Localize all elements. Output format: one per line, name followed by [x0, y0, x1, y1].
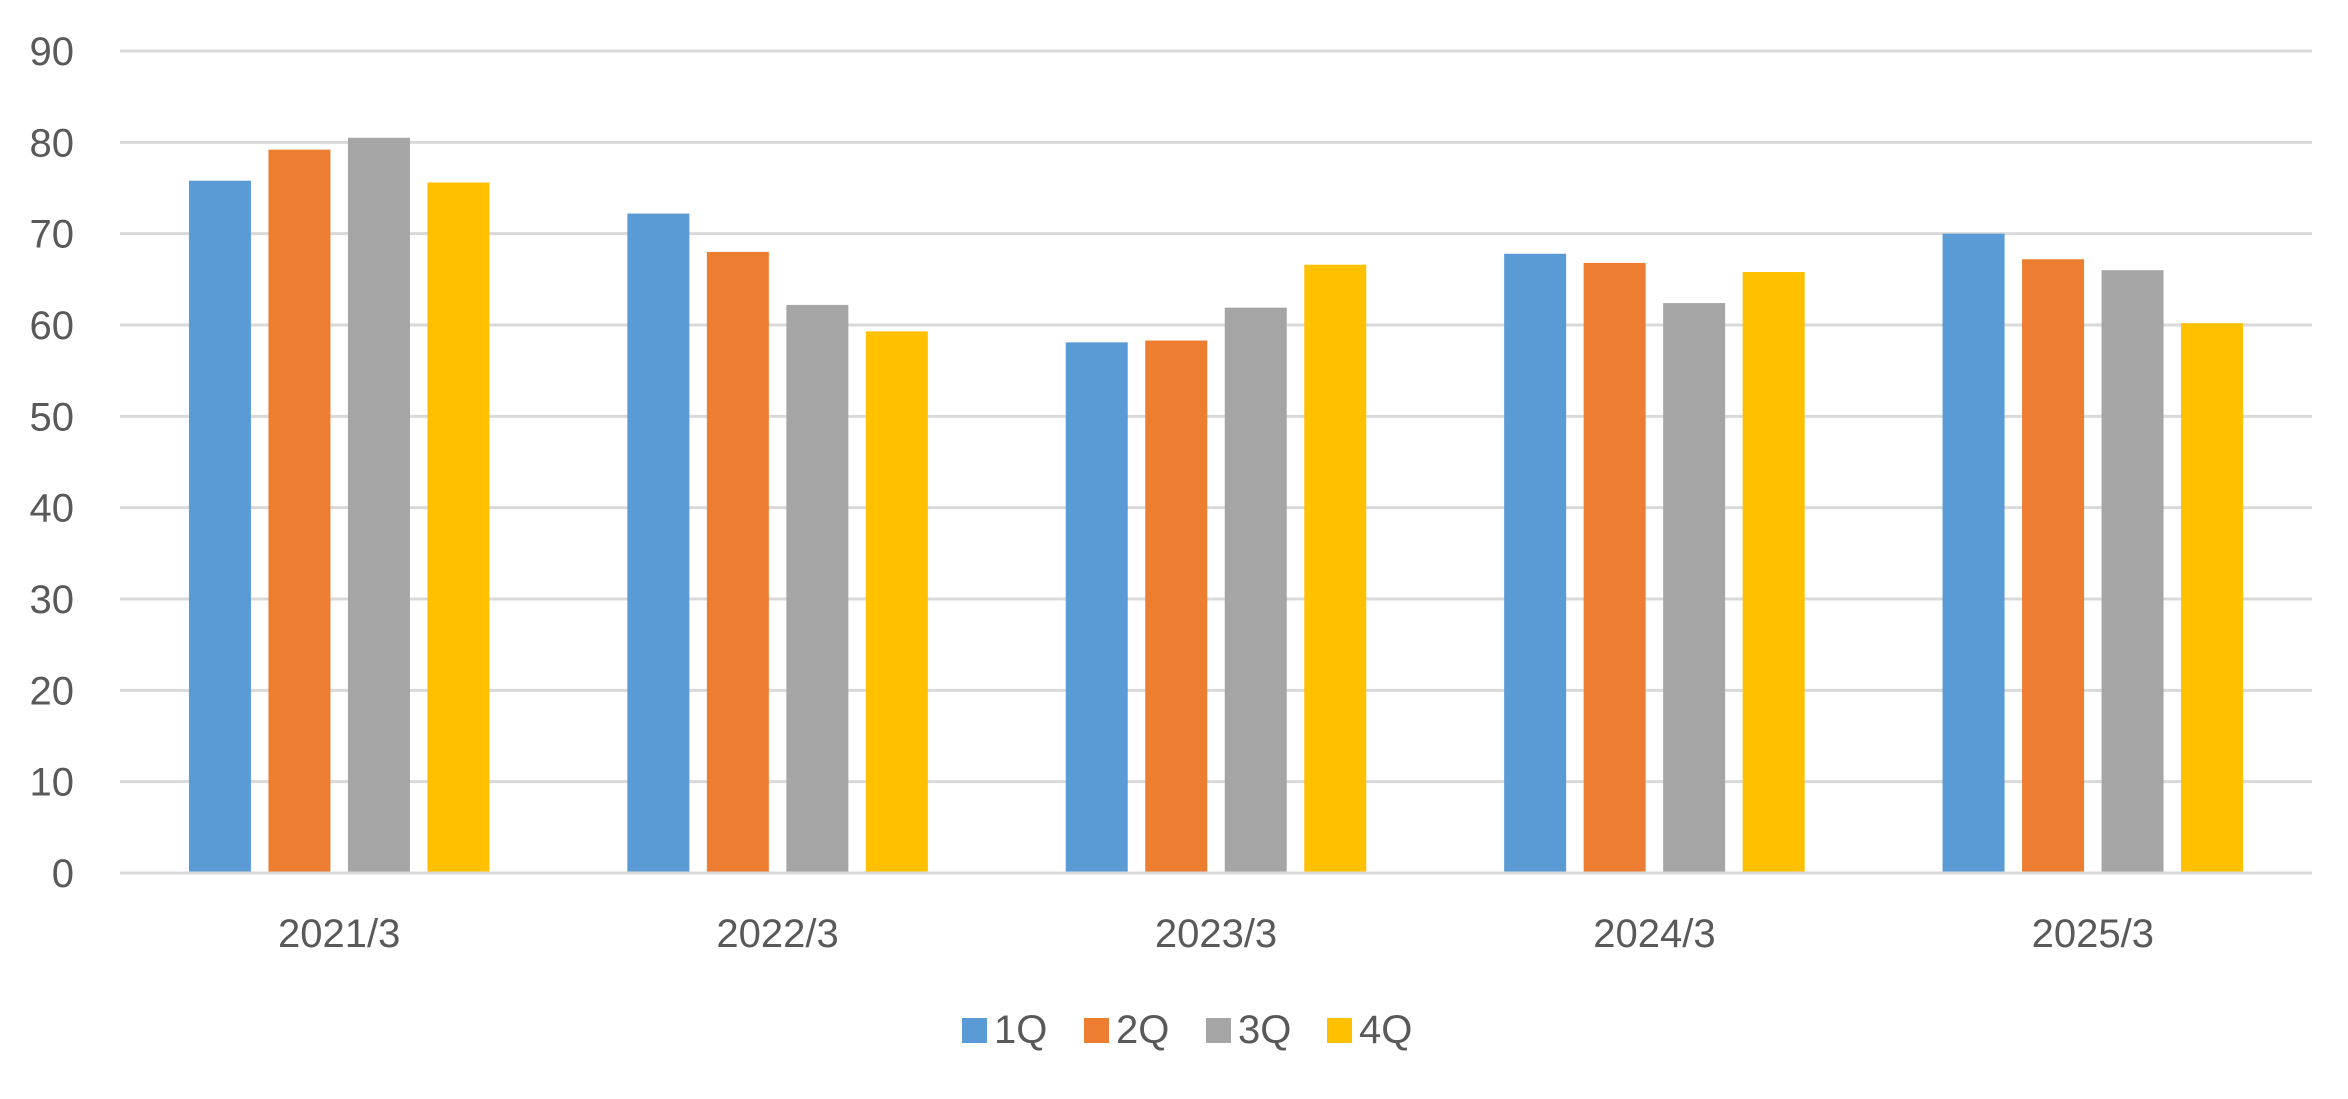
- legend-swatch-3Q: [1206, 1018, 1231, 1043]
- bar-4Q-2024/3: [1742, 272, 1805, 873]
- legend-swatch-2Q: [1084, 1018, 1109, 1043]
- y-tick-label: 20: [30, 669, 75, 713]
- bar-1Q-2022/3: [627, 213, 690, 873]
- x-axis: 2021/3 2022/3 2023/3 2024/3 2025/3: [120, 871, 2312, 956]
- bar-2Q-2022/3: [706, 251, 769, 873]
- x-tick-label: 2021/3: [278, 912, 400, 956]
- x-tick-label: 2024/3: [1593, 912, 1715, 956]
- bar-4Q-2025/3: [2181, 323, 2244, 873]
- y-tick-label: 60: [30, 304, 75, 348]
- y-tick-label: 40: [30, 487, 75, 531]
- bar-3Q-2021/3: [347, 137, 410, 873]
- legend-label-1Q: 1Q: [994, 1008, 1047, 1052]
- y-tick-label: 70: [30, 213, 75, 257]
- bar-3Q-2024/3: [1663, 303, 1726, 874]
- bar-1Q-2024/3: [1504, 253, 1567, 873]
- bar-1Q-2025/3: [1942, 233, 2005, 873]
- bar-4Q-2023/3: [1304, 264, 1367, 874]
- bar-2Q-2023/3: [1145, 340, 1208, 873]
- legend-label-4Q: 4Q: [1359, 1008, 1412, 1052]
- legend-swatch-1Q: [962, 1018, 987, 1043]
- bar-3Q-2025/3: [2101, 270, 2164, 873]
- bar-2Q-2024/3: [1583, 262, 1646, 874]
- bars: [188, 137, 2244, 874]
- x-tick-label: 2022/3: [716, 912, 838, 956]
- bar-4Q-2021/3: [427, 182, 490, 873]
- y-tick-label: 90: [30, 30, 75, 74]
- bar-1Q-2023/3: [1065, 342, 1128, 873]
- y-tick-label: 80: [30, 121, 75, 165]
- x-tick-label: 2023/3: [1155, 912, 1277, 956]
- legend-label-3Q: 3Q: [1238, 1008, 1291, 1052]
- y-tick-label: 10: [30, 761, 75, 805]
- y-axis: 0 10 20 30 40 50 60 70 80 90: [30, 30, 75, 896]
- legend: 1Q 2Q 3Q 4Q: [962, 1008, 1412, 1052]
- bar-3Q-2023/3: [1224, 307, 1287, 873]
- y-tick-label: 50: [30, 395, 75, 439]
- bar-3Q-2022/3: [786, 304, 849, 873]
- legend-swatch-4Q: [1327, 1018, 1352, 1043]
- legend-label-2Q: 2Q: [1116, 1008, 1169, 1052]
- y-tick-label: 30: [30, 578, 75, 622]
- x-tick-label: 2025/3: [2032, 912, 2154, 956]
- bar-2Q-2025/3: [2022, 259, 2085, 873]
- bar-2Q-2021/3: [268, 149, 331, 873]
- bar-1Q-2021/3: [188, 180, 251, 873]
- bar-4Q-2022/3: [865, 331, 928, 874]
- y-tick-label: 0: [52, 852, 74, 896]
